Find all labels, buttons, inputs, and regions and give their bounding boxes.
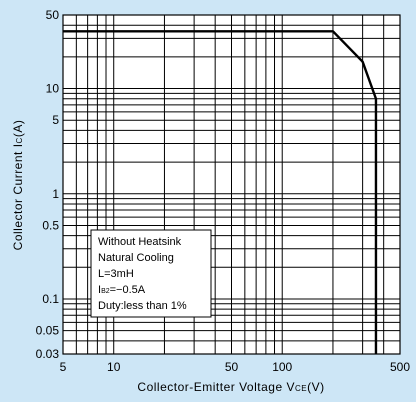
x-axis-label-sub: CE bbox=[295, 384, 307, 393]
grid bbox=[63, 15, 400, 354]
annotation-line-4-suffix: =−0.5A bbox=[110, 284, 146, 296]
series-layer bbox=[63, 30, 378, 354]
y-tick-label: 1 bbox=[52, 187, 59, 201]
annotation-line-4: IB2=−0.5A bbox=[98, 284, 146, 296]
y-tick-label: 50 bbox=[46, 8, 60, 22]
x-axis-label-main: Collector-Emitter Voltage V bbox=[137, 380, 295, 394]
y-axis-label-sub: C bbox=[15, 137, 24, 143]
y-tick-label: 5 bbox=[52, 113, 59, 127]
soa-curve bbox=[63, 30, 378, 354]
y-axis-label: Collector Current IC(A) bbox=[11, 120, 25, 251]
annotation-line-2: Natural Cooling bbox=[98, 252, 174, 264]
annotation-line-3: L=3mH bbox=[98, 268, 134, 280]
tick-labels: 5 10 50 100 500 0.03 0.05 0.1 0.5 1 5 10 50 bbox=[36, 8, 411, 374]
y-tick-label: 0.5 bbox=[42, 218, 59, 232]
plot-frame bbox=[62, 14, 401, 355]
x-tick-label: 50 bbox=[225, 360, 239, 374]
y-axis-label-main: Collector Current I bbox=[11, 143, 25, 250]
y-tick-label: 0.1 bbox=[42, 292, 59, 306]
x-tick-label: 100 bbox=[272, 360, 292, 374]
x-axis-label: Collector-Emitter Voltage VCE(V) bbox=[137, 380, 324, 394]
annotation-line-4-sub: B2 bbox=[101, 288, 110, 295]
y-axis-label-suffix: (A) bbox=[11, 120, 25, 138]
x-tick-label: 500 bbox=[390, 360, 410, 374]
annotation-line-5: Duty:less than 1% bbox=[98, 300, 187, 312]
y-tick-label: 0.03 bbox=[36, 347, 60, 361]
x-tick-label: 5 bbox=[60, 360, 67, 374]
x-axis-label-suffix: (V) bbox=[307, 380, 325, 394]
annotation-box: Without Heatsink Natural Cooling L=3mH I… bbox=[90, 229, 212, 318]
y-tick-label: 0.05 bbox=[36, 324, 60, 338]
x-tick-label: 10 bbox=[107, 360, 121, 374]
y-tick-label: 10 bbox=[46, 82, 60, 96]
annotation-frame bbox=[90, 229, 212, 318]
annotation-line-1: Without Heatsink bbox=[98, 236, 182, 248]
annotation-line-4-main: I bbox=[98, 284, 101, 296]
